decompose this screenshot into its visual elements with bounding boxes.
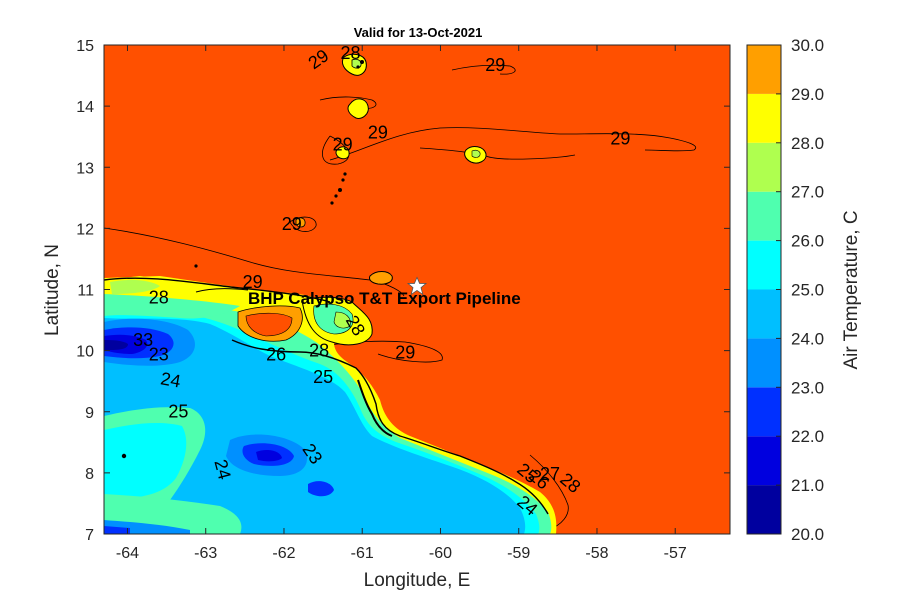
x-tick-label: -57 — [664, 545, 687, 562]
contour-label: 25 — [313, 367, 333, 387]
contour-line — [322, 135, 350, 165]
colorbar-tick-label: 28.0 — [791, 134, 824, 153]
y-tick-label: 10 — [76, 344, 94, 361]
y-axis-label: Latitude, N — [42, 244, 63, 336]
contour-label: 24 — [210, 457, 235, 482]
contour-label: 28 — [340, 43, 360, 63]
contour-label: 29 — [485, 55, 505, 75]
x-tick-label: -58 — [585, 545, 608, 562]
colorbar-band — [747, 289, 781, 339]
x-tick-label: -64 — [116, 545, 139, 562]
colorbar-band — [747, 191, 781, 241]
y-tick-label: 8 — [85, 466, 94, 483]
contour-label: 24 — [159, 368, 182, 391]
pipeline-annotation: BHP Calypso T&T Export Pipeline — [248, 276, 521, 308]
pipeline-label: BHP Calypso T&T Export Pipeline — [248, 289, 521, 308]
contour-line — [451, 64, 516, 75]
colorbar-tick-label: 23.0 — [791, 378, 824, 397]
colorbar-band — [747, 45, 781, 94]
contour-label: 29 — [610, 128, 630, 148]
y-tick-label: 14 — [76, 99, 94, 116]
contour-label: 29 — [243, 272, 263, 292]
colorbar-tick-label: 24.0 — [791, 329, 824, 348]
contour-label: 28 — [149, 287, 169, 307]
x-tick-label: -59 — [507, 545, 530, 562]
coastline — [104, 277, 549, 515]
y-tick-label: 15 — [76, 38, 94, 55]
x-tick-label: -63 — [194, 545, 217, 562]
contour-label: 29 — [333, 135, 353, 155]
y-tick-label: 13 — [76, 160, 94, 177]
colorbar-tick-label: 29.0 — [791, 85, 824, 104]
contour-line — [329, 127, 696, 161]
contour-label: 29 — [395, 342, 415, 362]
colorbar-band — [747, 93, 781, 143]
colorbar-tick-label: 20.0 — [791, 525, 824, 544]
colorbar-tick-label: 26.0 — [791, 232, 824, 251]
x-tick-label: -62 — [272, 545, 295, 562]
y-tick-label: 12 — [76, 221, 94, 238]
colorbar-band — [747, 485, 781, 534]
contour-label: 33 — [133, 330, 153, 350]
colorbar-band — [747, 436, 781, 486]
colorbar-tick-label: 27.0 — [791, 183, 824, 202]
x-axis-ticks: -64 -63 -62 -61 -60 -59 -58 -57 — [116, 45, 687, 562]
colorbar-band — [747, 240, 781, 290]
colorbar: 20.0 21.0 22.0 23.0 24.0 25.0 26.0 27.0 28.0 29.0… — [746, 36, 862, 544]
mainland-temperature-field — [104, 276, 557, 534]
contour-label: 29 — [368, 122, 388, 142]
colorbar-band — [747, 387, 781, 437]
x-tick-label: -60 — [429, 545, 452, 562]
contour-line — [104, 227, 405, 297]
contour-label: 25 — [168, 402, 188, 422]
map-title: Valid for 13-Oct-2021 — [354, 25, 483, 40]
colorbar-tick-label: 21.0 — [791, 476, 824, 495]
small-islets — [121, 60, 364, 459]
contour-line — [319, 96, 377, 109]
colorbar-label: Air Temperature, C — [841, 210, 862, 369]
contour-label: 27 — [540, 464, 560, 484]
y-tick-label: 11 — [77, 283, 94, 300]
contour-label: 29 — [282, 214, 302, 234]
colorbar-band — [747, 338, 781, 388]
contour-label: 28 — [309, 341, 329, 361]
pipeline-star-marker — [406, 276, 428, 296]
x-tick-label: -61 — [351, 545, 374, 562]
northern-islands — [295, 53, 487, 285]
y-tick-label: 9 — [85, 405, 94, 422]
colorbar-ticks: 20.0 21.0 22.0 23.0 24.0 25.0 26.0 27.0 28.0 29.0… — [776, 36, 824, 544]
colorbar-tick-label: 22.0 — [791, 427, 824, 446]
colorbar-tick-label: 25.0 — [791, 281, 824, 300]
x-axis-label: Longitude, E — [364, 570, 471, 591]
y-axis-ticks: 7 8 9 10 11 12 13 14 15 — [76, 38, 730, 544]
colorbar-band — [747, 142, 781, 192]
colorbar-bands — [747, 45, 781, 534]
contour-label: 26 — [266, 344, 286, 364]
contour-label: 23 — [149, 344, 169, 364]
colorbar-tick-label: 30.0 — [791, 36, 824, 55]
contour-line — [529, 454, 569, 531]
y-tick-label: 7 — [85, 527, 94, 544]
